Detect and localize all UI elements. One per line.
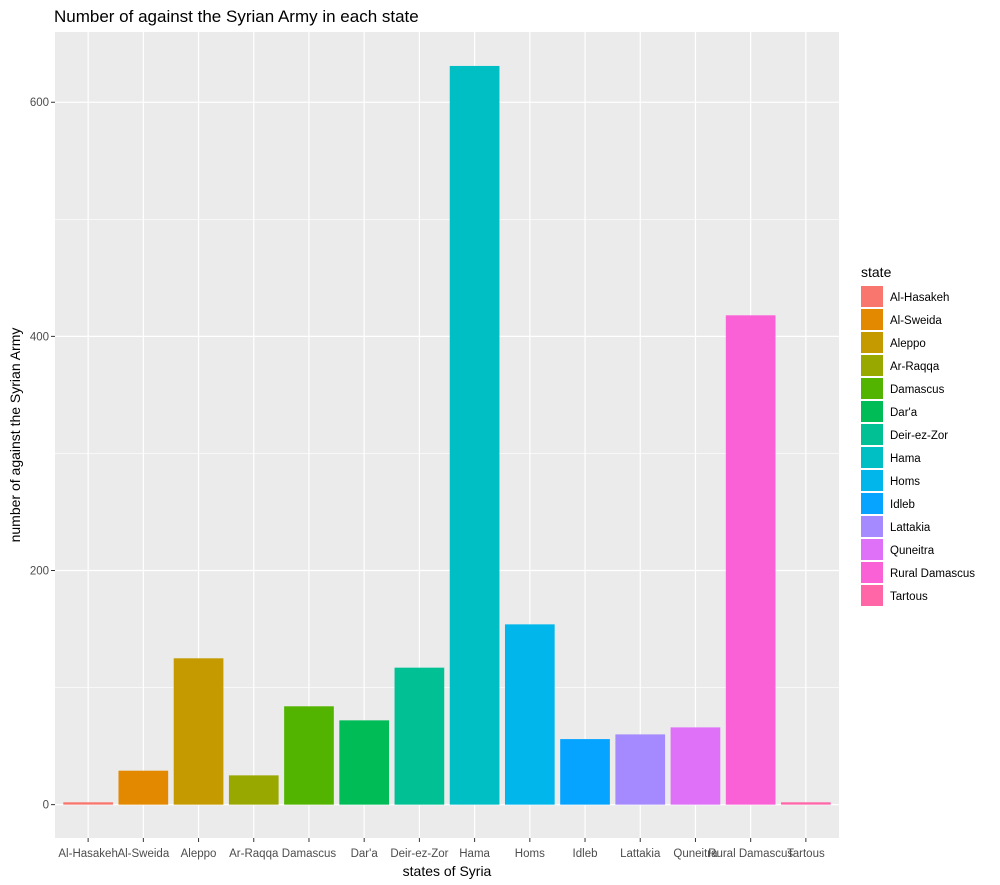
x-tick-label: Quneitra xyxy=(673,848,718,860)
legend-label: Al-Sweida xyxy=(890,315,942,327)
x-tick-label: Lattakia xyxy=(620,848,661,860)
y-tick-label: 200 xyxy=(30,566,49,578)
legend-key xyxy=(861,470,883,491)
legend-label: Lattakia xyxy=(890,522,931,534)
x-tick-label: Al-Sweida xyxy=(117,848,169,860)
bar xyxy=(118,770,169,805)
y-axis-title: number of against the Syrian Army xyxy=(7,328,23,543)
x-tick-label: Rural Damascus xyxy=(708,848,793,860)
bar xyxy=(560,739,610,805)
x-tick-label: Deir-ez-Zor xyxy=(390,848,448,860)
legend-key xyxy=(861,516,883,537)
bar xyxy=(725,315,776,805)
legend-label: Aleppo xyxy=(890,338,926,350)
bar xyxy=(781,802,831,805)
bar xyxy=(173,658,224,805)
legend-items: Al-Hasakeh Al-Sweida Aleppo Ar-Raqqa Damascu… xyxy=(861,286,975,606)
x-axis-ticks: Al-Hasakeh Al-Sweida Aleppo Ar-Raqqa Damascu… xyxy=(58,838,825,860)
bar xyxy=(449,65,500,805)
legend-title: state xyxy=(861,264,892,280)
y-axis-ticks: 0 200 400 600 xyxy=(30,97,55,812)
x-tick-label: Aleppo xyxy=(181,848,217,860)
legend-label: Dar'a xyxy=(890,407,918,419)
y-tick-label: 600 xyxy=(30,97,49,109)
plot-panel xyxy=(55,32,839,838)
y-tick-label: 0 xyxy=(43,800,49,812)
legend-key xyxy=(861,286,883,307)
legend-key xyxy=(861,424,883,445)
x-tick-label: Hama xyxy=(459,848,490,860)
legend-key xyxy=(861,332,883,353)
bar xyxy=(615,734,666,805)
bar xyxy=(63,802,113,805)
x-tick-label: Damascus xyxy=(282,848,337,860)
legend-label: Tartous xyxy=(890,591,928,603)
x-tick-label: Homs xyxy=(515,848,545,860)
legend-key xyxy=(861,585,883,606)
legend-label: Idleb xyxy=(890,499,915,511)
legend-label: Al-Hasakeh xyxy=(890,292,949,304)
y-tick-label: 400 xyxy=(30,331,49,343)
legend-key xyxy=(861,539,883,560)
bar xyxy=(394,667,445,805)
legend-key xyxy=(861,447,883,468)
legend-key xyxy=(861,309,883,330)
legend-label: Deir-ez-Zor xyxy=(890,430,948,442)
legend-label: Rural Damascus xyxy=(890,568,975,580)
x-axis-title: states of Syria xyxy=(403,863,492,879)
bar xyxy=(504,624,555,805)
bar xyxy=(284,706,334,805)
x-tick-label: Al-Hasakeh xyxy=(58,848,117,860)
bars xyxy=(63,65,831,805)
chart-title: Number of against the Syrian Army in eac… xyxy=(54,7,419,26)
x-tick-label: Tartous xyxy=(787,848,825,860)
bar xyxy=(339,720,390,805)
legend-label: Quneitra xyxy=(890,545,935,557)
legend-key xyxy=(861,401,883,422)
x-tick-label: Dar'a xyxy=(351,848,379,860)
bar xyxy=(670,727,721,805)
legend-key xyxy=(861,378,883,399)
bar xyxy=(228,775,279,805)
legend-key xyxy=(861,493,883,514)
legend: state Al-Hasakeh Al-Sweida Aleppo Ar-Raqqa D… xyxy=(861,264,975,606)
legend-label: Ar-Raqqa xyxy=(890,361,940,373)
legend-key xyxy=(861,562,883,583)
legend-label: Damascus xyxy=(890,384,945,396)
legend-label: Homs xyxy=(890,476,920,488)
legend-key xyxy=(861,355,883,376)
x-tick-label: Ar-Raqqa xyxy=(229,848,279,860)
legend-label: Hama xyxy=(890,453,921,465)
x-tick-label: Idleb xyxy=(573,848,598,860)
